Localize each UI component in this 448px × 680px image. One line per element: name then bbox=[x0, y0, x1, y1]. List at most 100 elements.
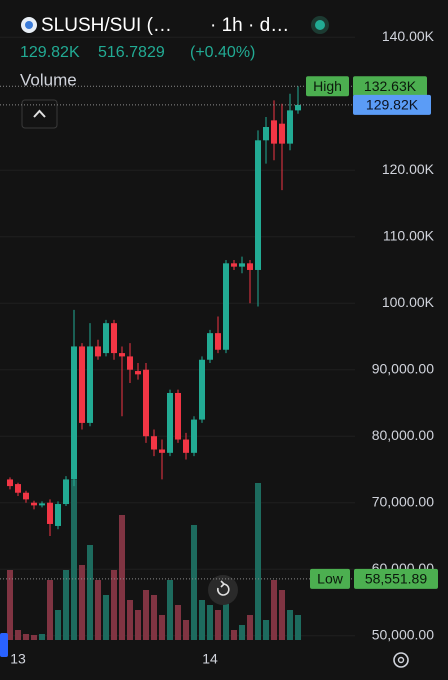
high_marker-name: High bbox=[313, 78, 342, 94]
volume-bar bbox=[255, 483, 261, 640]
last_price-value-badge bbox=[353, 94, 431, 115]
volume-bar bbox=[87, 545, 93, 640]
interval: · 1h · d… bbox=[210, 15, 289, 36]
chevron-up bbox=[33, 109, 46, 118]
candle-body bbox=[287, 110, 293, 144]
volume-bar bbox=[47, 580, 53, 640]
high_marker-value: 132.63K bbox=[364, 78, 417, 94]
volume-bar bbox=[223, 590, 229, 640]
header-price: 129.82K bbox=[20, 44, 80, 61]
volume-bar bbox=[295, 615, 301, 640]
volume-bar bbox=[103, 595, 109, 640]
volume-bar bbox=[119, 515, 125, 640]
x-tick-label: 13 bbox=[10, 651, 26, 667]
volume-bar bbox=[31, 635, 37, 640]
candle-body bbox=[111, 323, 117, 354]
volume-bar bbox=[127, 600, 133, 640]
x-tick-label: 14 bbox=[202, 651, 218, 667]
volume-bar bbox=[7, 570, 13, 640]
volume-bar bbox=[263, 620, 269, 640]
volume-bar bbox=[191, 525, 197, 640]
candle-body bbox=[255, 140, 261, 270]
candle-body bbox=[207, 333, 213, 360]
candle-body bbox=[279, 123, 285, 144]
candle-body bbox=[271, 120, 277, 144]
candle-body bbox=[119, 353, 125, 357]
volume-bar bbox=[199, 600, 205, 640]
volume-bar bbox=[23, 634, 29, 640]
volume-bar bbox=[159, 615, 165, 640]
candle-body bbox=[231, 263, 237, 267]
settings-icon[interactable] bbox=[393, 652, 409, 668]
plot: 140.00K 120.00K 110.00K 100.00K 90,000.00 80,… bbox=[0, 28, 435, 642]
low_marker-name: Low bbox=[317, 571, 344, 587]
volume-bar bbox=[71, 480, 77, 640]
y-tick-label: 120.00K bbox=[382, 161, 435, 177]
settings-icon-center bbox=[397, 656, 405, 664]
y-tick-label: 140.00K bbox=[382, 28, 435, 44]
candle-body bbox=[191, 419, 197, 453]
volume-bar bbox=[271, 580, 277, 640]
low_marker-name-badge bbox=[310, 568, 350, 589]
candle-body bbox=[223, 263, 229, 350]
candle-body bbox=[55, 504, 61, 526]
candle-body bbox=[263, 127, 269, 141]
header-change: (+0.40%) bbox=[190, 44, 255, 61]
symbol-title: SLUSH/SUI (… bbox=[41, 15, 172, 36]
candle-body bbox=[47, 502, 53, 524]
volume-bar bbox=[135, 610, 141, 640]
collapse-button[interactable] bbox=[21, 99, 58, 129]
time-axis bbox=[0, 647, 448, 680]
candle-body bbox=[183, 439, 189, 453]
volume-bar bbox=[247, 615, 253, 640]
candle-body bbox=[159, 449, 165, 453]
candle-body bbox=[31, 502, 37, 506]
volume-bar bbox=[215, 610, 221, 640]
volume-bar bbox=[183, 620, 189, 640]
volume-bar bbox=[55, 610, 61, 640]
volume-bar bbox=[239, 625, 245, 640]
reset-button[interactable] bbox=[208, 575, 238, 605]
reset-arrow bbox=[220, 580, 226, 588]
candle-body bbox=[63, 479, 69, 505]
candle-body bbox=[135, 371, 141, 375]
volume-bar bbox=[279, 590, 285, 640]
header-volume: 516.7829 bbox=[98, 44, 165, 61]
candle-body bbox=[79, 346, 85, 423]
status-dot bbox=[315, 20, 325, 30]
y-tick-label: 80,000.00 bbox=[372, 427, 434, 443]
volume-bar bbox=[231, 630, 237, 640]
volume-bar bbox=[175, 605, 181, 640]
volume-bar bbox=[287, 610, 293, 640]
candle-body bbox=[199, 359, 205, 420]
candle-body bbox=[103, 323, 109, 354]
reset-icon bbox=[217, 583, 230, 596]
y-tick-label: 50,000.00 bbox=[372, 626, 434, 642]
y-tick-label: 70,000.00 bbox=[372, 493, 434, 509]
scroll-handle[interactable] bbox=[0, 633, 8, 657]
candle-body bbox=[95, 346, 101, 357]
candle-body bbox=[247, 263, 253, 270]
candle-body bbox=[15, 484, 21, 493]
high_marker-name-badge bbox=[306, 76, 349, 97]
volume-bar bbox=[207, 605, 213, 640]
last_price-value: 129.82K bbox=[366, 97, 419, 113]
candle-body bbox=[143, 369, 149, 437]
low_marker-value: 58,551.89 bbox=[365, 571, 427, 587]
candle-body bbox=[71, 346, 77, 480]
volume-bar bbox=[79, 565, 85, 640]
low_marker-value-badge bbox=[354, 568, 438, 589]
volume-bar bbox=[39, 634, 45, 640]
candle-body bbox=[151, 436, 157, 450]
volume-bar bbox=[15, 630, 21, 640]
candle-body bbox=[239, 263, 245, 267]
volume-bar bbox=[95, 580, 101, 640]
candle-body bbox=[215, 333, 221, 350]
high_marker-value-badge bbox=[353, 76, 427, 97]
candle-body bbox=[127, 356, 133, 370]
y-tick-label: 90,000.00 bbox=[372, 360, 434, 376]
candle-body bbox=[175, 392, 181, 440]
volume-bar bbox=[151, 595, 157, 640]
